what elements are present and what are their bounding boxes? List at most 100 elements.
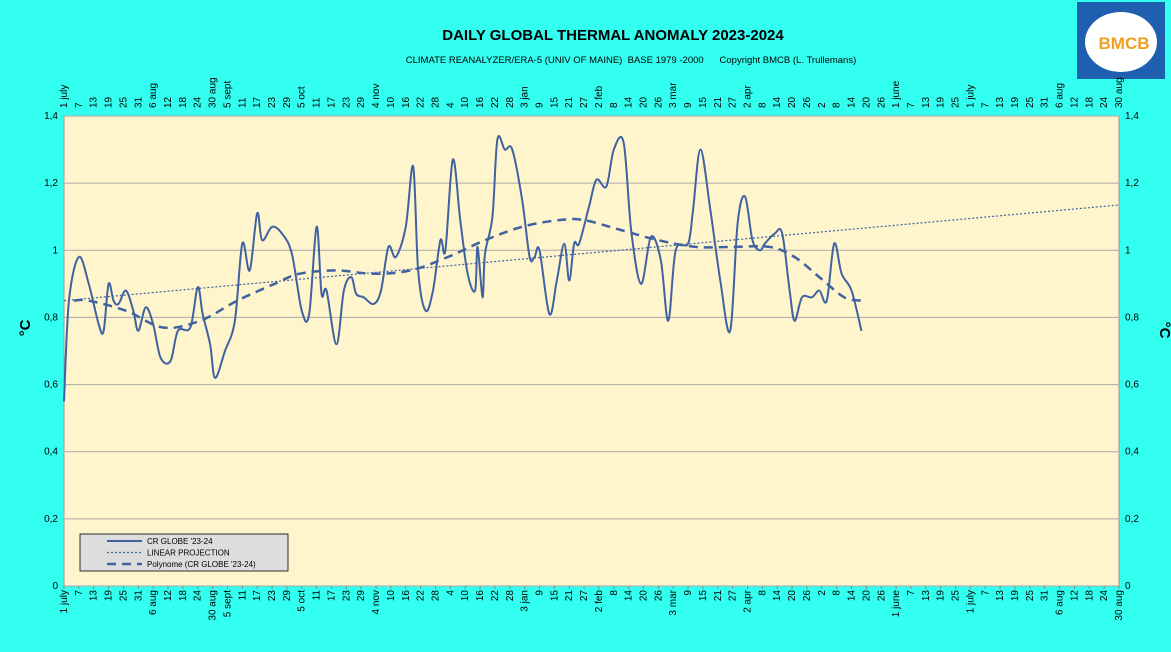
x2-tick-label: 20: [639, 96, 650, 108]
y-tick-label: 1,4: [44, 111, 58, 122]
x-tick-label: 1 july: [59, 590, 70, 613]
x-tick-label: 28: [505, 590, 516, 602]
x2-tick-label: 13: [89, 96, 100, 108]
x2-tick-label: 16: [475, 96, 486, 108]
x2-tick-label: 25: [951, 96, 962, 108]
x-tick-label: 5 oct: [297, 590, 308, 612]
x2-tick-label: 8: [832, 102, 843, 108]
x2-tick-label: 26: [802, 96, 813, 108]
x-tick-label: 8: [609, 590, 620, 596]
x-tick-label: 15: [698, 590, 709, 602]
x-tick-label: 5 sept: [222, 590, 233, 617]
x-tick-label: 18: [1084, 590, 1095, 602]
x-tick-label: 8: [832, 590, 843, 596]
x-tick-label: 13: [89, 590, 100, 602]
x-tick-label: 27: [728, 590, 739, 602]
x2-tick-label: 15: [698, 96, 709, 108]
y2-tick-label: 0,2: [1125, 514, 1139, 525]
x-tick-label: 13: [995, 590, 1006, 602]
x-tick-label: 27: [579, 590, 590, 602]
x-tick-label: 6 aug: [1055, 590, 1066, 615]
x2-tick-label: 14: [772, 96, 783, 108]
x-tick-label: 2 apr: [743, 589, 754, 612]
x-tick-label: 21: [564, 590, 575, 602]
x-tick-label: 23: [341, 590, 352, 602]
x-tick-label: 18: [178, 590, 189, 602]
x2-tick-label: 24: [1099, 96, 1110, 108]
x-tick-label: 17: [252, 590, 263, 602]
y-axis-label: °C: [17, 319, 34, 336]
x2-tick-label: 31: [133, 96, 144, 108]
x-tick-label: 13: [921, 590, 932, 602]
y-tick-label: 0: [52, 581, 58, 592]
x-tick-label: 25: [1025, 590, 1036, 602]
x-tick-label: 20: [861, 590, 872, 602]
x2-tick-label: 16: [401, 96, 412, 108]
x2-tick-label: 29: [282, 96, 293, 108]
x2-tick-label: 28: [430, 96, 441, 108]
y2-axis-label: °C: [1156, 322, 1171, 339]
y2-tick-label: 1: [1125, 245, 1131, 256]
x2-tick-label: 12: [1069, 96, 1080, 108]
x2-tick-label: 1 june: [891, 80, 902, 108]
x-tick-label: 25: [118, 590, 129, 602]
x2-tick-label: 1 july: [59, 85, 70, 108]
x2-tick-label: 7: [906, 102, 917, 108]
x-tick-label: 29: [356, 590, 367, 602]
y-tick-label: 0,4: [44, 447, 58, 458]
x-tick-label: 9: [683, 590, 694, 596]
x-tick-label: 7: [906, 590, 917, 596]
x2-tick-label: 25: [118, 96, 129, 108]
x2-tick-label: 30 aug: [208, 77, 219, 108]
x2-tick-label: 3 jan: [520, 86, 531, 108]
x-tick-label: 24: [1099, 590, 1110, 602]
x2-tick-label: 30 aug: [1114, 77, 1125, 108]
plot-area: [63, 115, 1120, 587]
x2-tick-label: 14: [624, 96, 635, 108]
x2-tick-label: 28: [505, 96, 516, 108]
x2-tick-label: 20: [861, 96, 872, 108]
x2-tick-label: 11: [312, 97, 323, 108]
x2-tick-label: 26: [653, 96, 664, 108]
y2-tick-label: 0: [1125, 581, 1131, 592]
x2-tick-label: 13: [921, 96, 932, 108]
x-tick-label: 26: [653, 590, 664, 602]
x2-tick-label: 2: [817, 102, 828, 108]
x2-tick-label: 20: [787, 96, 798, 108]
x2-tick-label: 27: [579, 96, 590, 108]
x-tick-label: 10: [386, 590, 397, 602]
legend-label: CR GLOBE '23-24: [147, 537, 213, 546]
legend-label: LINEAR PROJECTION: [147, 549, 230, 558]
x2-tick-label: 10: [386, 96, 397, 108]
logo-text: BMCB: [1099, 34, 1150, 53]
legend-label: Polynome (CR GLOBE '23-24): [147, 560, 256, 569]
x2-tick-label: 4: [445, 102, 456, 108]
x2-tick-label: 26: [876, 96, 887, 108]
x-tick-label: 19: [936, 590, 947, 602]
x-tick-label: 9: [534, 590, 545, 596]
y2-tick-label: 0,6: [1125, 380, 1139, 391]
x2-tick-label: 2 apr: [743, 85, 754, 108]
y-tick-label: 0,8: [44, 312, 58, 323]
x2-tick-label: 7: [74, 102, 85, 108]
y2-tick-label: 0,4: [1125, 447, 1139, 458]
y-tick-label: 1: [52, 245, 58, 256]
x2-tick-label: 6 aug: [148, 83, 159, 108]
x-tick-label: 20: [787, 590, 798, 602]
x-tick-label: 14: [624, 590, 635, 602]
x2-tick-label: 22: [416, 96, 427, 108]
x-tick-label: 4 nov: [371, 590, 382, 614]
x-tick-label: 26: [802, 590, 813, 602]
x-tick-label: 2 feb: [594, 590, 605, 613]
x-tick-label: 6 aug: [148, 590, 159, 615]
x-tick-label: 10: [460, 590, 471, 602]
x-tick-label: 31: [133, 590, 144, 602]
y2-tick-label: 1,4: [1125, 111, 1139, 122]
x2-tick-label: 5 sept: [222, 81, 233, 108]
x-tick-label: 19: [1010, 590, 1021, 602]
y-tick-label: 0,6: [44, 380, 58, 391]
x2-tick-label: 21: [564, 96, 575, 108]
x-tick-label: 20: [639, 590, 650, 602]
x-tick-label: 28: [430, 590, 441, 602]
